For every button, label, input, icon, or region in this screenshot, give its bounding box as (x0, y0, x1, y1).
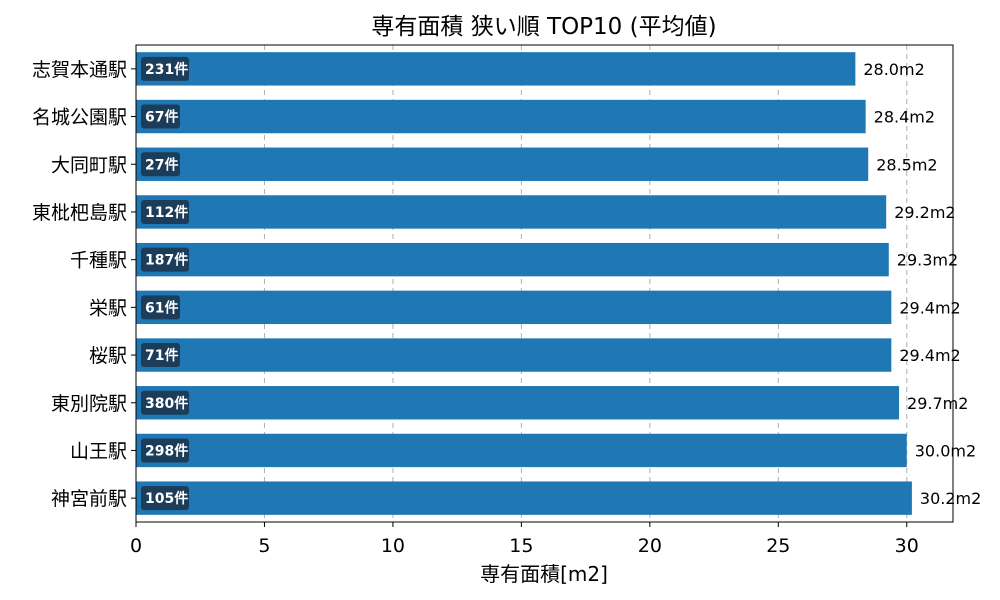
x-axis-label: 専有面積[m2] (480, 562, 608, 586)
bar (136, 242, 889, 277)
count-label: 105件 (145, 490, 188, 507)
x-tick-label: 15 (509, 535, 533, 557)
count-badge (141, 56, 189, 81)
x-tick-label: 5 (258, 535, 270, 557)
x-tick-label: 10 (381, 535, 405, 557)
count-label: 298件 (145, 442, 188, 459)
value-label: 28.4m2 (874, 108, 935, 127)
x-axis-ticks: 0 5 10 15 20 25 30 (130, 522, 919, 557)
count-label: 231件 (145, 61, 188, 78)
count-label: 61件 (145, 299, 178, 316)
y-tick-label: 志賀本通駅 (32, 59, 127, 81)
count-badge (141, 438, 189, 463)
value-label: 30.2m2 (920, 489, 981, 508)
y-tick-label: 大同町駅 (51, 154, 127, 176)
count-badge (141, 295, 180, 320)
bar (136, 195, 887, 229)
count-badge (141, 152, 180, 177)
y-tick-label: 栄駅 (89, 297, 127, 319)
value-label: 29.7m2 (907, 394, 968, 413)
count-label: 27件 (145, 156, 178, 173)
x-tick-label: 25 (766, 535, 790, 557)
bar (136, 481, 912, 515)
count-badge (141, 104, 180, 129)
y-tick-label: 桜駅 (89, 345, 127, 367)
count-label: 71件 (145, 347, 178, 364)
value-label: 29.2m2 (894, 203, 955, 222)
y-tick-label: 山王駅 (70, 440, 127, 462)
value-label: 29.4m2 (899, 298, 960, 317)
value-label: 29.3m2 (897, 251, 958, 270)
value-label: 29.4m2 (899, 346, 960, 365)
x-tick-label: 30 (895, 535, 919, 557)
count-badge (141, 486, 189, 511)
x-tick-label: 0 (130, 535, 142, 557)
bar (136, 147, 869, 181)
count-label: 67件 (145, 109, 178, 126)
count-badge (141, 390, 189, 415)
bar (136, 290, 892, 325)
plot-frame (135, 44, 954, 523)
count-label: 187件 (145, 252, 188, 269)
count-badge (141, 199, 189, 224)
bar (136, 338, 892, 372)
bar (136, 52, 856, 86)
bars: 28.0m2 231件 28.4m2 67件 28.5m2 27件 29.2m2 112件 29… (136, 52, 981, 515)
chart-title: 専有面積 狭い順 TOP10 (平均値) (371, 14, 716, 40)
y-tick-label: 東枇杷島駅 (32, 202, 127, 224)
y-tick-label: 東別院駅 (51, 393, 127, 415)
count-badge (141, 343, 180, 368)
y-tick-label: 神宮前駅 (51, 488, 127, 510)
count-label: 112件 (145, 204, 188, 221)
bar (136, 386, 900, 420)
x-tick-label: 20 (638, 535, 662, 557)
count-label: 380件 (145, 395, 188, 412)
bar (136, 433, 907, 468)
value-label: 28.5m2 (876, 155, 937, 174)
value-label: 30.0m2 (915, 441, 976, 460)
count-badge (141, 247, 189, 272)
y-tick-label: 千種駅 (70, 250, 127, 272)
value-label: 28.0m2 (863, 60, 924, 79)
y-tick-label: 名城公園駅 (32, 107, 127, 129)
bar (136, 99, 866, 134)
